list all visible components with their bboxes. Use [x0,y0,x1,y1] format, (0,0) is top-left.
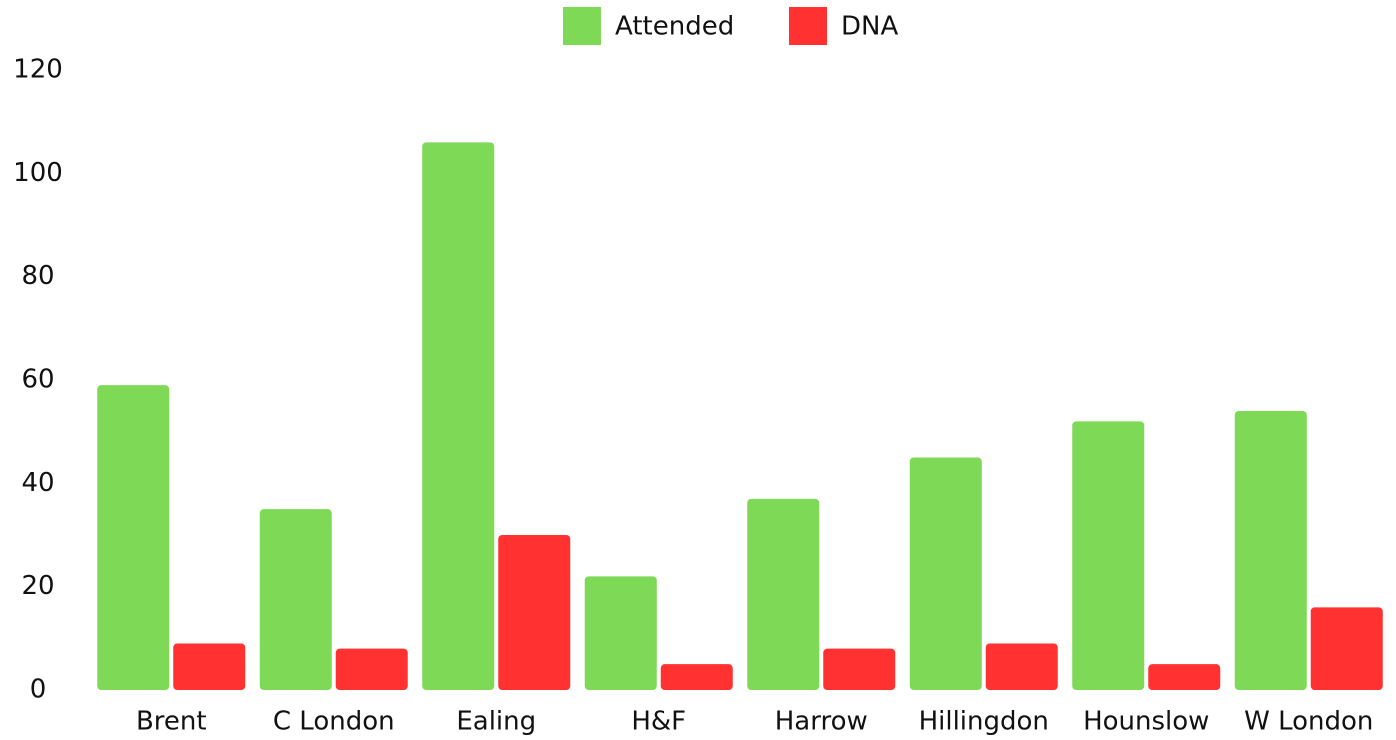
bar-dna-brent [173,643,246,690]
x-tick-label-hillingdon: Hillingdon [919,707,1049,737]
y-tick-label: 40 [21,468,54,498]
legend: Attended DNA [563,7,898,45]
bar-dna-ealing [498,535,571,690]
bar-dna-hounslow [1148,664,1221,690]
bar-attended-c-london [259,509,332,690]
bar-attended-brent [97,385,170,690]
bar-attended-handf [584,576,657,690]
y-tick-label: 80 [21,261,54,291]
legend-label-dna: DNA [841,12,898,42]
bar-attended-hillingdon [909,457,982,690]
bar-dna-c-london [335,648,408,690]
legend-label-attended: Attended [615,12,734,42]
x-tick-label-hounslow: Hounslow [1083,707,1209,737]
x-tick-label-brent: Brent [136,707,207,737]
x-tick-label-ealing: Ealing [456,707,536,737]
x-tick-label-c-london: C London [273,707,395,737]
legend-swatch-dna [789,7,827,45]
bar-attended-harrow [747,498,820,690]
bar-attended-ealing [422,142,495,691]
bar-dna-hillingdon [985,643,1058,690]
y-tick-label: 60 [21,365,54,395]
bar-dna-handf [660,664,733,690]
y-tick-label: 0 [30,675,47,705]
y-tick-label: 100 [13,158,63,188]
x-tick-label-w-london: W London [1244,707,1373,737]
y-tick-label: 20 [21,571,54,601]
bar-dna-w-london [1310,607,1383,690]
bars [97,142,1383,691]
bar-attended-hounslow [1072,421,1145,690]
bar-dna-harrow [823,648,896,690]
x-tick-label-handf: H&F [631,707,686,737]
bar-attended-w-london [1234,411,1307,690]
y-tick-label: 120 [13,55,63,85]
x-tick-label-harrow: Harrow [775,707,868,737]
y-axis: 0 20 40 60 80 100 120 [13,55,63,705]
x-axis: Brent C London Ealing H&F Harrow Hillingdon Ho… [136,707,1373,737]
legend-swatch-attended [563,7,601,45]
